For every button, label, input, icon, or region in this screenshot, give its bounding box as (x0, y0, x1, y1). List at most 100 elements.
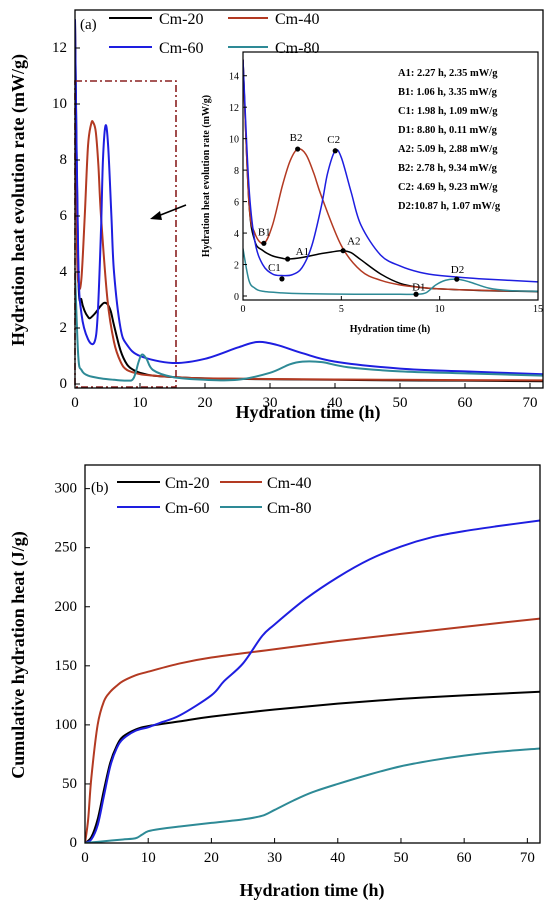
annotation-b1: B1: 1.06 h, 3.35 mW/g (398, 87, 498, 98)
panel-a-y-tick-label: 6 (60, 208, 68, 224)
annotation-d2: D2:10.87 h, 1.07 mW/g (398, 201, 501, 212)
panel-b-line-cm-60 (85, 519, 540, 843)
panel-a-line-cm-80 (75, 271, 543, 382)
panel-b-x-tick-label: 20 (204, 850, 219, 866)
panel-a-x-tick-label: 70 (523, 395, 538, 411)
inset-frame (242, 51, 539, 301)
panel-b-y-tick-label: 50 (62, 776, 77, 792)
inset-annotation-list: A1: 2.27 h, 2.35 mW/g B1: 1.06 h, 3.35 m… (398, 68, 501, 212)
annotation-a1: A1: 2.27 h, 2.35 mW/g (398, 68, 498, 79)
panel-b-series-lines (85, 519, 540, 843)
panel-b-y-tick-label: 150 (55, 658, 78, 674)
panel-a-y-tick-label: 10 (52, 96, 67, 112)
zoom-arrow (150, 204, 187, 220)
annotation-d1: D1: 8.80 h, 0.11 mW/g (398, 125, 498, 136)
annotation-b2: B2: 2.78 h, 9.34 mW/g (398, 163, 498, 174)
panel-b-x-tick-label: 40 (330, 850, 345, 866)
panel-b-y-axis-label: Cumulative hydration heat (J/g) (8, 531, 29, 779)
annotation-c2: C2: 4.69 h, 9.23 mW/g (398, 182, 498, 193)
panel-a-x-tick-label: 50 (393, 395, 408, 411)
point-label-b1: B1 (258, 226, 271, 238)
point-marker-a1 (285, 256, 291, 262)
panel-b-legend: Cm-20 Cm-40 Cm-60 Cm-80 (117, 475, 311, 517)
inset-x-tick-label: 5 (339, 304, 344, 315)
panel-b-frame (84, 464, 541, 844)
panel-b-y-tick-label: 0 (70, 835, 78, 851)
panel-b-y-tick-label: 250 (55, 540, 78, 556)
panel-b-ticks: 0 10 20 30 40 50 60 70 0 50 100 150 200 250 300 (55, 481, 535, 866)
panel-a-label: (a) (80, 17, 97, 33)
panel-a-series-lines (75, 19, 543, 383)
point-label-c2: C2 (327, 134, 340, 146)
inset-ticks: 0 5 10 15 0 2 4 6 8 10 12 14 (229, 72, 543, 315)
legend-a-label-cm-20: Cm-20 (159, 11, 203, 28)
point-label-b2: B2 (290, 132, 303, 144)
point-marker-c2 (332, 148, 338, 154)
panel-a-y-tick-label: 8 (60, 152, 68, 168)
point-marker-b2 (295, 146, 301, 152)
inset-y-tick-label: 2 (234, 261, 239, 272)
inset-x-tick-label: 0 (241, 304, 246, 315)
legend-b-label-cm-20: Cm-20 (165, 475, 209, 492)
panel-b-y-tick-label: 100 (55, 717, 78, 733)
inset-line-cm-60 (243, 59, 538, 283)
inset-y-tick-label: 0 (234, 292, 239, 303)
panel-b-line-cm-80 (85, 747, 540, 843)
panel-a-y-tick-label: 4 (60, 264, 68, 280)
panel-b-x-tick-label: 0 (81, 850, 89, 866)
point-marker-b1 (261, 240, 267, 246)
panel-a-x-tick-label: 40 (328, 395, 343, 411)
panel-b-x-axis-label: Hydration time (h) (240, 880, 385, 901)
panel-a-x-axis-label: Hydration time (h) (236, 402, 381, 423)
inset-points: A1 B1 C1 D1 A2 B2 C2 D2 (258, 132, 464, 297)
legend-a-label-cm-60: Cm-60 (159, 40, 203, 57)
inset-y-tick-label: 4 (234, 229, 239, 240)
panel-a: 0 5 10 15 0 2 4 6 8 10 12 14 A1 B1 C1 D1 A2 B2 C2 D2 Hydra… (8, 9, 544, 423)
point-marker-d1 (413, 291, 419, 297)
panel-a-x-tick-label: 0 (71, 395, 79, 411)
panel-a-line-cm-40 (75, 24, 543, 382)
panel-b-y-tick-label: 300 (55, 481, 78, 497)
legend-a-label-cm-40: Cm-40 (275, 11, 319, 28)
panel-b-line-cm-40 (85, 617, 540, 843)
panel-a-x-tick-label: 10 (133, 395, 148, 411)
inset-x-tick-label: 15 (533, 304, 543, 315)
annotation-a2: A2: 5.09 h, 2.88 mW/g (398, 144, 498, 155)
inset-line-cm-80 (243, 248, 538, 296)
legend-a-label-cm-80: Cm-80 (275, 40, 319, 57)
point-label-a2: A2 (347, 236, 360, 248)
panel-a-x-tick-label: 30 (263, 395, 278, 411)
inset-y-tick-label: 8 (234, 166, 239, 177)
panel-a-x-tick-label: 60 (458, 395, 473, 411)
legend-b-label-cm-60: Cm-60 (165, 500, 209, 517)
legend-b-label-cm-40: Cm-40 (267, 475, 311, 492)
panel-a-legend: Cm-20 Cm-40 Cm-60 Cm-80 (109, 11, 319, 57)
panel-b: 0 10 20 30 40 50 60 70 0 50 100 150 200 250 300 (b) Cm… (8, 464, 541, 901)
point-label-c1: C1 (268, 262, 281, 274)
point-marker-c1 (279, 276, 285, 282)
inset-y-tick-label: 12 (229, 103, 239, 114)
panel-a-frame (74, 9, 544, 389)
panel-b-x-tick-label: 10 (141, 850, 156, 866)
inset-y-tick-label: 6 (234, 198, 239, 209)
panel-b-x-tick-label: 50 (393, 850, 408, 866)
point-label-d1: D1 (412, 281, 425, 293)
panel-b-y-tick-label: 200 (55, 599, 78, 615)
panel-b-label: (b) (91, 480, 109, 496)
panel-a-y-axis-label: Hydration heat evolution rate (mW/g) (8, 54, 29, 346)
panel-a-y-tick-label: 12 (52, 40, 67, 56)
panel-b-x-tick-label: 70 (520, 850, 535, 866)
panel-b-x-tick-label: 30 (267, 850, 282, 866)
point-marker-d2 (454, 276, 460, 282)
panel-b-x-tick-label: 60 (457, 850, 472, 866)
annotation-c1: C1: 1.98 h, 1.09 mW/g (398, 106, 498, 117)
panel-a-y-tick-label: 0 (60, 376, 68, 392)
panel-a-x-tick-label: 20 (198, 395, 213, 411)
inset-y-tick-label: 10 (229, 135, 239, 146)
inset-x-tick-label: 10 (435, 304, 445, 315)
point-marker-a2 (340, 248, 346, 254)
panel-a-y-tick-label: 2 (60, 320, 68, 336)
point-label-a1: A1 (296, 246, 309, 258)
